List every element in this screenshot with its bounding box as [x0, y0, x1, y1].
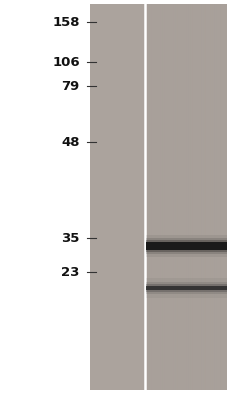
Text: 23: 23	[61, 266, 79, 278]
Text: 106: 106	[52, 56, 79, 68]
Text: 35: 35	[61, 232, 79, 244]
Bar	[145, 286, 227, 290]
Bar	[145, 278, 227, 298]
Text: 158: 158	[52, 16, 79, 28]
Bar	[145, 235, 227, 257]
Text: 79: 79	[61, 80, 79, 92]
Bar	[145, 282, 227, 294]
Bar	[145, 242, 227, 250]
Bar	[145, 238, 227, 254]
Bar	[145, 240, 227, 252]
Text: 48: 48	[61, 136, 79, 148]
Bar	[145, 284, 227, 292]
